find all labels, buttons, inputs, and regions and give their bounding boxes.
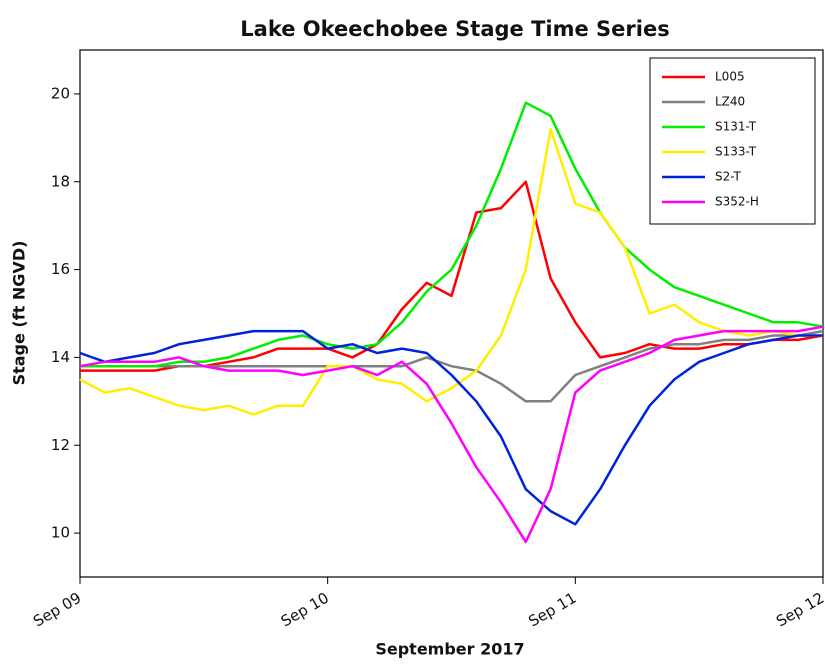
chart-title: Lake Okeechobee Stage Time Series — [240, 17, 669, 41]
legend-label: S352-H — [715, 195, 759, 209]
legend-box — [649, 57, 816, 225]
x-axis-label: September 2017 — [375, 640, 524, 659]
y-tick-label: 16 — [51, 260, 70, 278]
line-series — [79, 127, 823, 416]
legend-label: S131-T — [715, 120, 757, 134]
y-tick-label: 20 — [51, 84, 70, 102]
plot-frame — [79, 49, 824, 578]
legend-label: S2-T — [715, 170, 741, 184]
legend-label: LZ40 — [715, 95, 745, 109]
x-tick-label: Sep 10 — [278, 589, 332, 631]
y-tick-label: 10 — [51, 524, 70, 542]
y-tick-label: 18 — [51, 172, 70, 190]
x-tick-label: Sep 11 — [525, 589, 579, 631]
y-axis-label: Stage (ft NGVD) — [10, 241, 29, 386]
legend-label: L005 — [715, 70, 745, 84]
legend-label: S133-T — [715, 145, 757, 159]
line-series — [79, 329, 823, 526]
y-tick-label: 12 — [51, 436, 70, 454]
line-series — [80, 101, 824, 368]
y-tick-label: 14 — [51, 348, 70, 366]
x-tick-label: Sep 09 — [30, 589, 84, 631]
line-series — [79, 325, 824, 544]
x-tick-label: Sep 12 — [773, 589, 825, 631]
